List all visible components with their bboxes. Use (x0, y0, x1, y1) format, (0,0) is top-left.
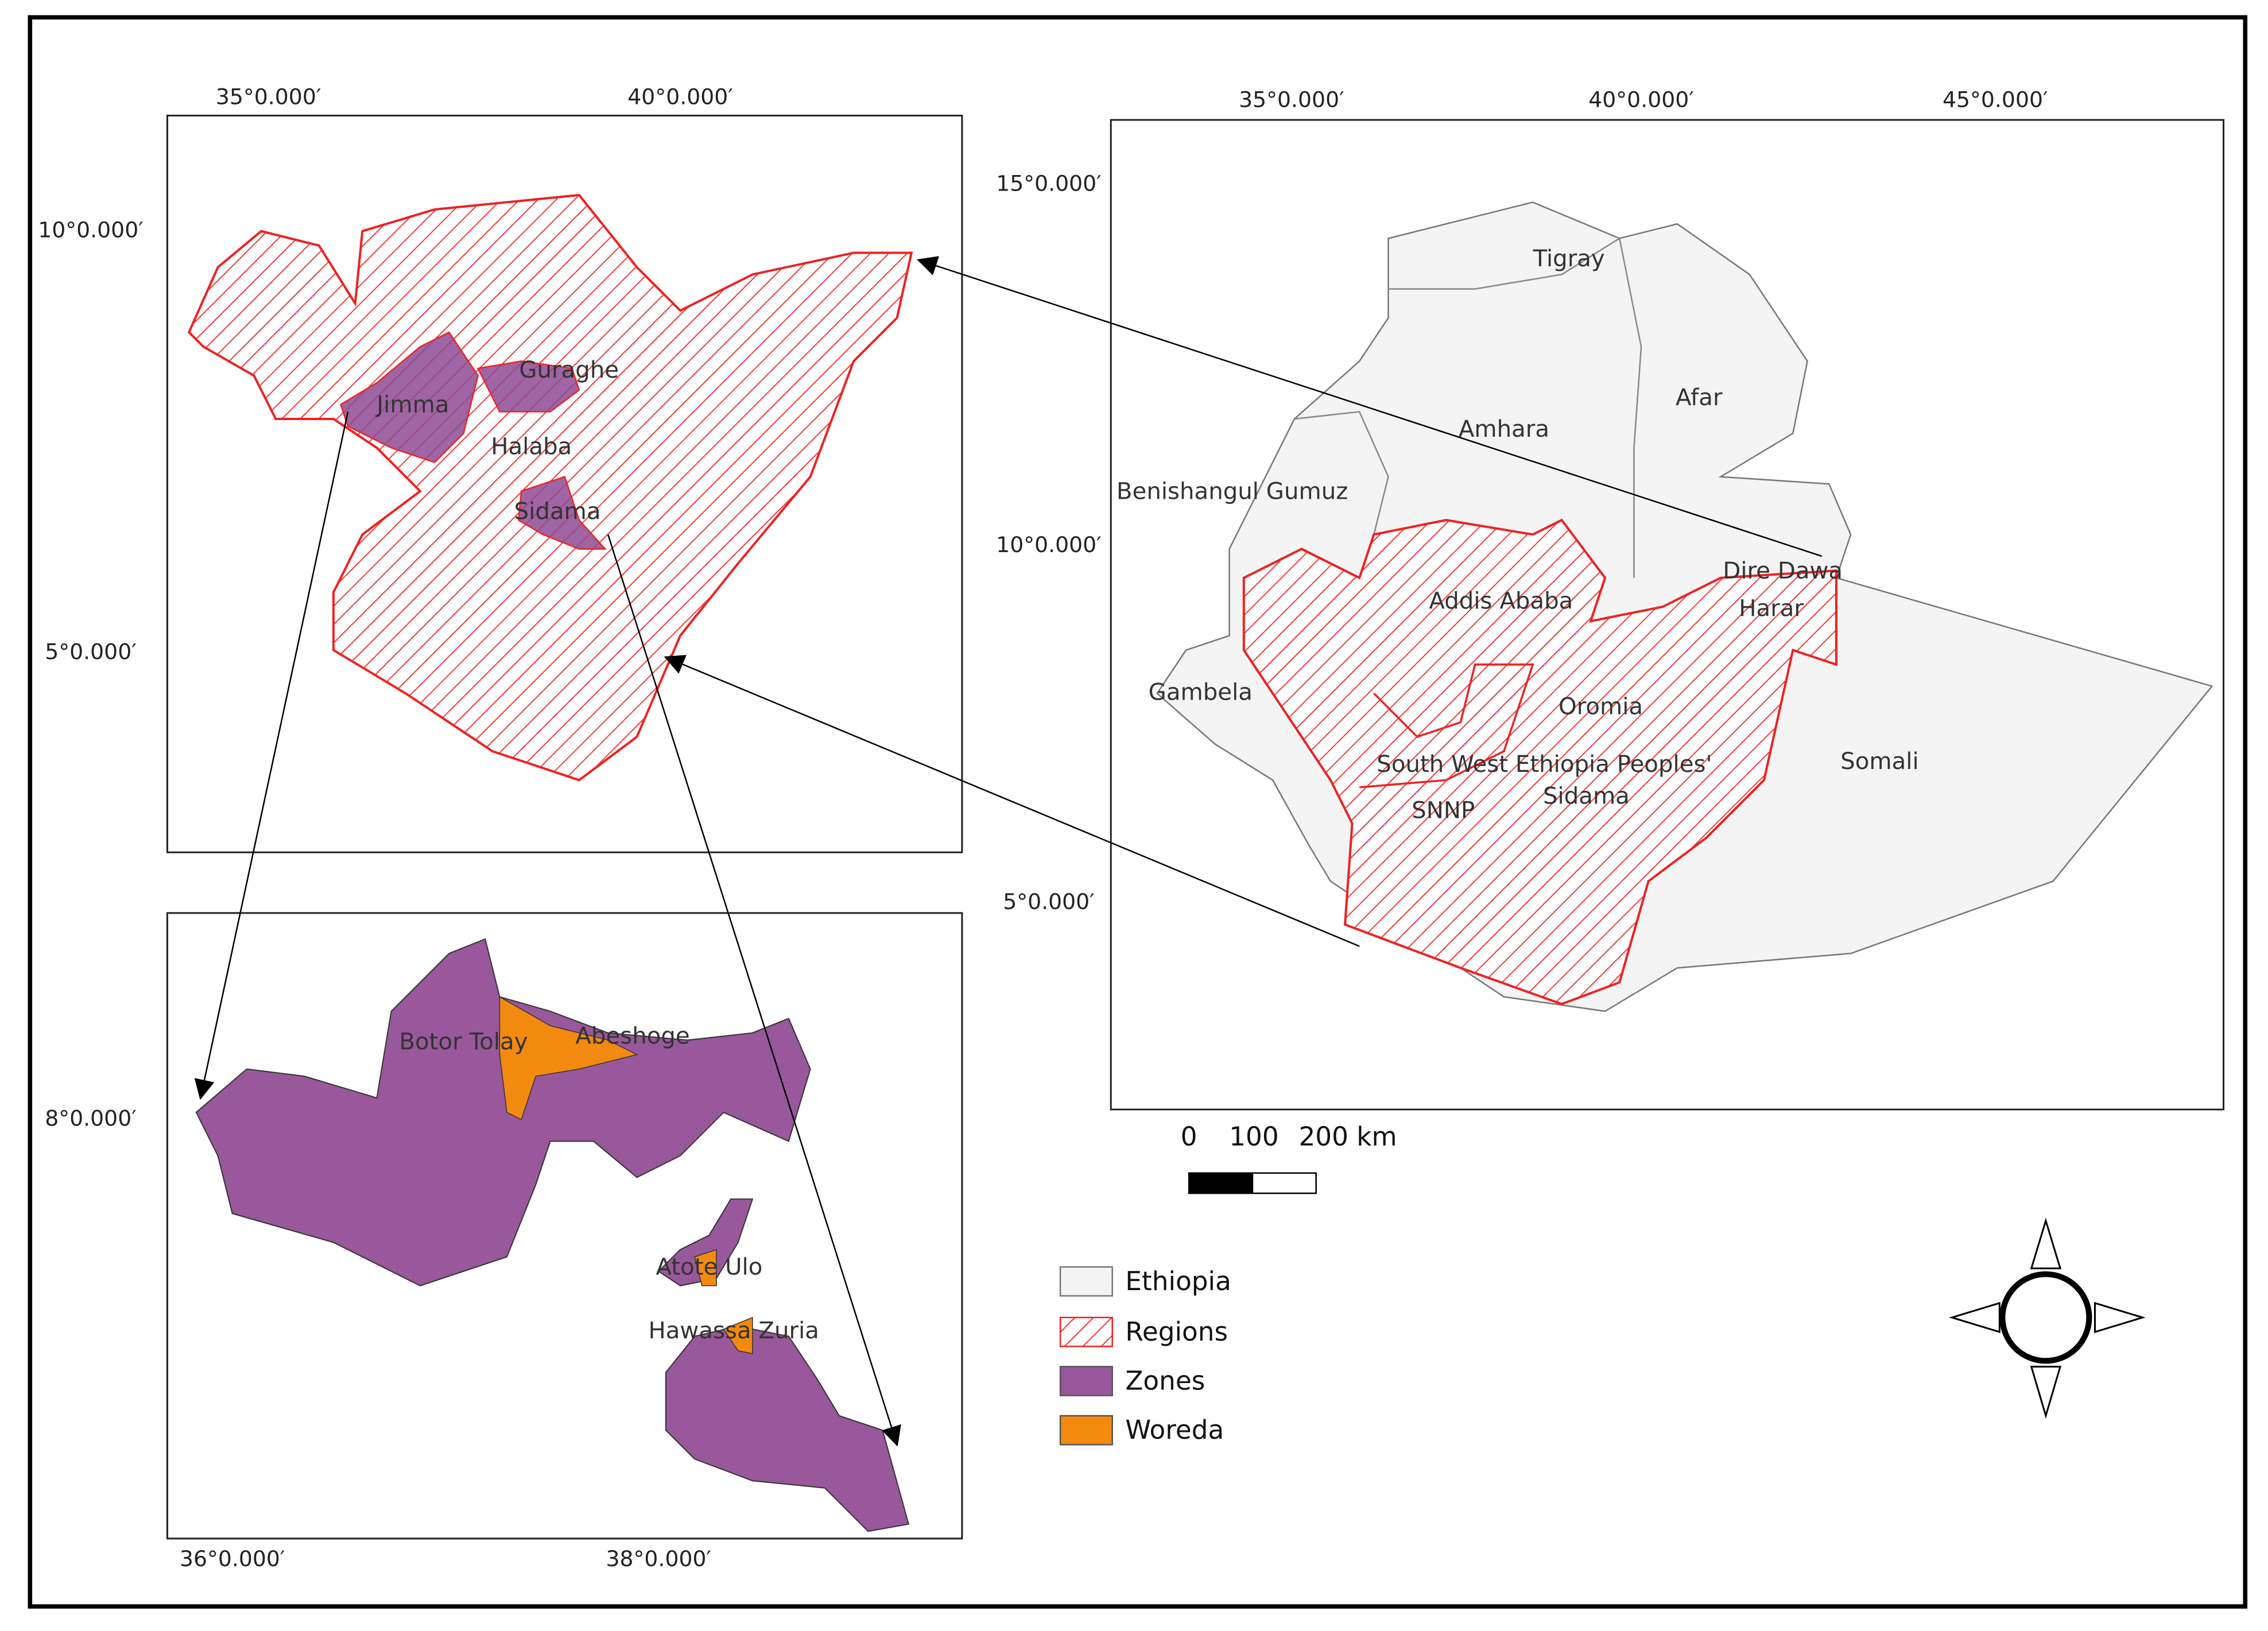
place-label: Dire Dawa (1723, 558, 1843, 584)
lon-label: 40°0.000′ (627, 84, 733, 110)
place-label: Benishangul Gumuz (1116, 478, 1348, 504)
legend-label: Woreda (1125, 1415, 1224, 1445)
frame-regions (166, 114, 963, 853)
region-border (1359, 663, 1534, 789)
compass-point (2030, 1217, 2062, 1269)
place-label: Botor Tolay (399, 1028, 528, 1055)
region-border (1619, 238, 1642, 578)
place-label: SNNP (1412, 798, 1475, 824)
legend-label: Zones (1125, 1366, 1205, 1396)
arrow (664, 655, 1360, 947)
zone (340, 331, 479, 463)
scale-label: 100 (1229, 1121, 1278, 1152)
lon-label: 36°0.000′ (180, 1546, 285, 1571)
compass-point (2030, 1365, 2062, 1419)
frame-ethiopia (1110, 119, 2225, 1110)
arrow (917, 256, 1823, 557)
region-border (1294, 411, 1389, 535)
zone (476, 360, 580, 413)
zone (517, 476, 607, 550)
lon-label: 38°0.000′ (606, 1546, 712, 1571)
arrows (194, 256, 1823, 1447)
scale-label: 0 (1181, 1121, 1197, 1152)
woreda (499, 996, 638, 1120)
place-label: Guraghe (519, 357, 619, 383)
place-label: Sidama (1543, 783, 1630, 810)
woreda (694, 1249, 717, 1287)
lon-label: 35°0.000′ (1239, 87, 1344, 112)
north-arrow (1949, 1217, 2146, 1419)
zone (657, 1198, 754, 1287)
place-label: Abeshoge (575, 1023, 689, 1049)
place-label: Oromia (1558, 693, 1643, 720)
place-label: Halaba (491, 433, 572, 460)
place-label: Atote Ulo (656, 1254, 762, 1280)
legend-swatch (1059, 1317, 1113, 1347)
place-label: Amhara (1459, 416, 1549, 442)
scale-label: 200 km (1298, 1121, 1397, 1152)
lat-label: 5°0.000′ (45, 639, 137, 664)
lat-label: 15°0.000′ (996, 171, 1102, 196)
region-border (1388, 238, 1620, 290)
legend-label: Ethiopia (1125, 1266, 1231, 1296)
place-label: Harar (1739, 595, 1804, 622)
lat-label: 10°0.000′ (38, 217, 144, 242)
lon-label: 40°0.000′ (1588, 87, 1694, 112)
place-label: Gambela (1149, 679, 1253, 705)
place-label: Sidama (514, 499, 601, 525)
place-label: Somali (1840, 748, 1918, 775)
compass-point (2093, 1302, 2146, 1333)
place-label: Jimma (375, 391, 449, 418)
lon-label: 35°0.000′ (216, 84, 321, 110)
compass-circle (1999, 1271, 2092, 1364)
lon-label: 45°0.000′ (1943, 87, 2048, 112)
regions-hatch (1242, 518, 1837, 1005)
place-label: South West Ethiopia Peoples' (1377, 751, 1712, 778)
woreda (723, 1317, 753, 1354)
legend-label: Regions (1125, 1317, 1228, 1347)
place-label: Afar (1676, 385, 1723, 411)
lat-label: 8°0.000′ (45, 1105, 137, 1131)
lat-label: 5°0.000′ (1003, 889, 1095, 914)
place-label: Hawassa Zuria (648, 1318, 819, 1344)
legend-swatch (1059, 1415, 1113, 1446)
scale-bar-segment (1251, 1172, 1317, 1194)
legend-swatch (1059, 1266, 1113, 1297)
legend-swatch (1059, 1366, 1113, 1396)
scale-bar-segment (1188, 1172, 1254, 1194)
lat-label: 10°0.000′ (996, 532, 1102, 557)
arrow (607, 534, 901, 1447)
place-label: Addis Ababa (1429, 588, 1573, 615)
frame-woreda (166, 912, 963, 1540)
zone (195, 938, 811, 1287)
arrow (194, 411, 349, 1100)
place-label: Tigray (1533, 246, 1605, 272)
place-labels: Guraghe Jimma Halaba Sidama Botor Tolay … (375, 246, 1918, 1344)
